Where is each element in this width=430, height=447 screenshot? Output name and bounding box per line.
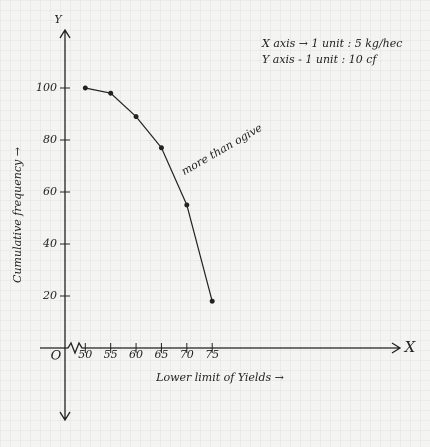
ogive-line	[85, 87, 213, 302]
x-tick-label: 65	[154, 348, 168, 361]
origin-label: O	[51, 349, 62, 364]
point	[158, 145, 164, 151]
x-tick-label: 70	[180, 348, 194, 361]
y-tick-label: 20	[42, 289, 57, 302]
point	[82, 85, 88, 91]
point	[108, 90, 114, 96]
y-tick-label: 80	[43, 133, 57, 146]
y-axis	[59, 28, 71, 422]
x-axis-name: X	[404, 338, 417, 356]
point	[209, 298, 215, 304]
note: Y axis - 1 unit : 10 cf	[262, 53, 378, 66]
y-tick-label: 100	[36, 81, 57, 94]
y-axis-name: Y	[54, 13, 63, 26]
x-axis	[40, 341, 402, 355]
x-tick-label: 75	[205, 348, 219, 361]
y-axis-label: Cumulative frequency →	[11, 147, 24, 283]
x-tick-label: 60	[129, 348, 143, 361]
x-axis-label: Lower limit of Yields →	[155, 371, 284, 384]
x-tick-label: 50	[78, 348, 92, 361]
point	[133, 114, 139, 120]
point	[184, 202, 190, 208]
y-tick-label: 40	[42, 237, 57, 250]
x-tick-label: 55	[104, 348, 118, 361]
y-tick-label: 60	[43, 185, 57, 198]
note: X axis → 1 unit : 5 kg/hec	[261, 37, 402, 50]
